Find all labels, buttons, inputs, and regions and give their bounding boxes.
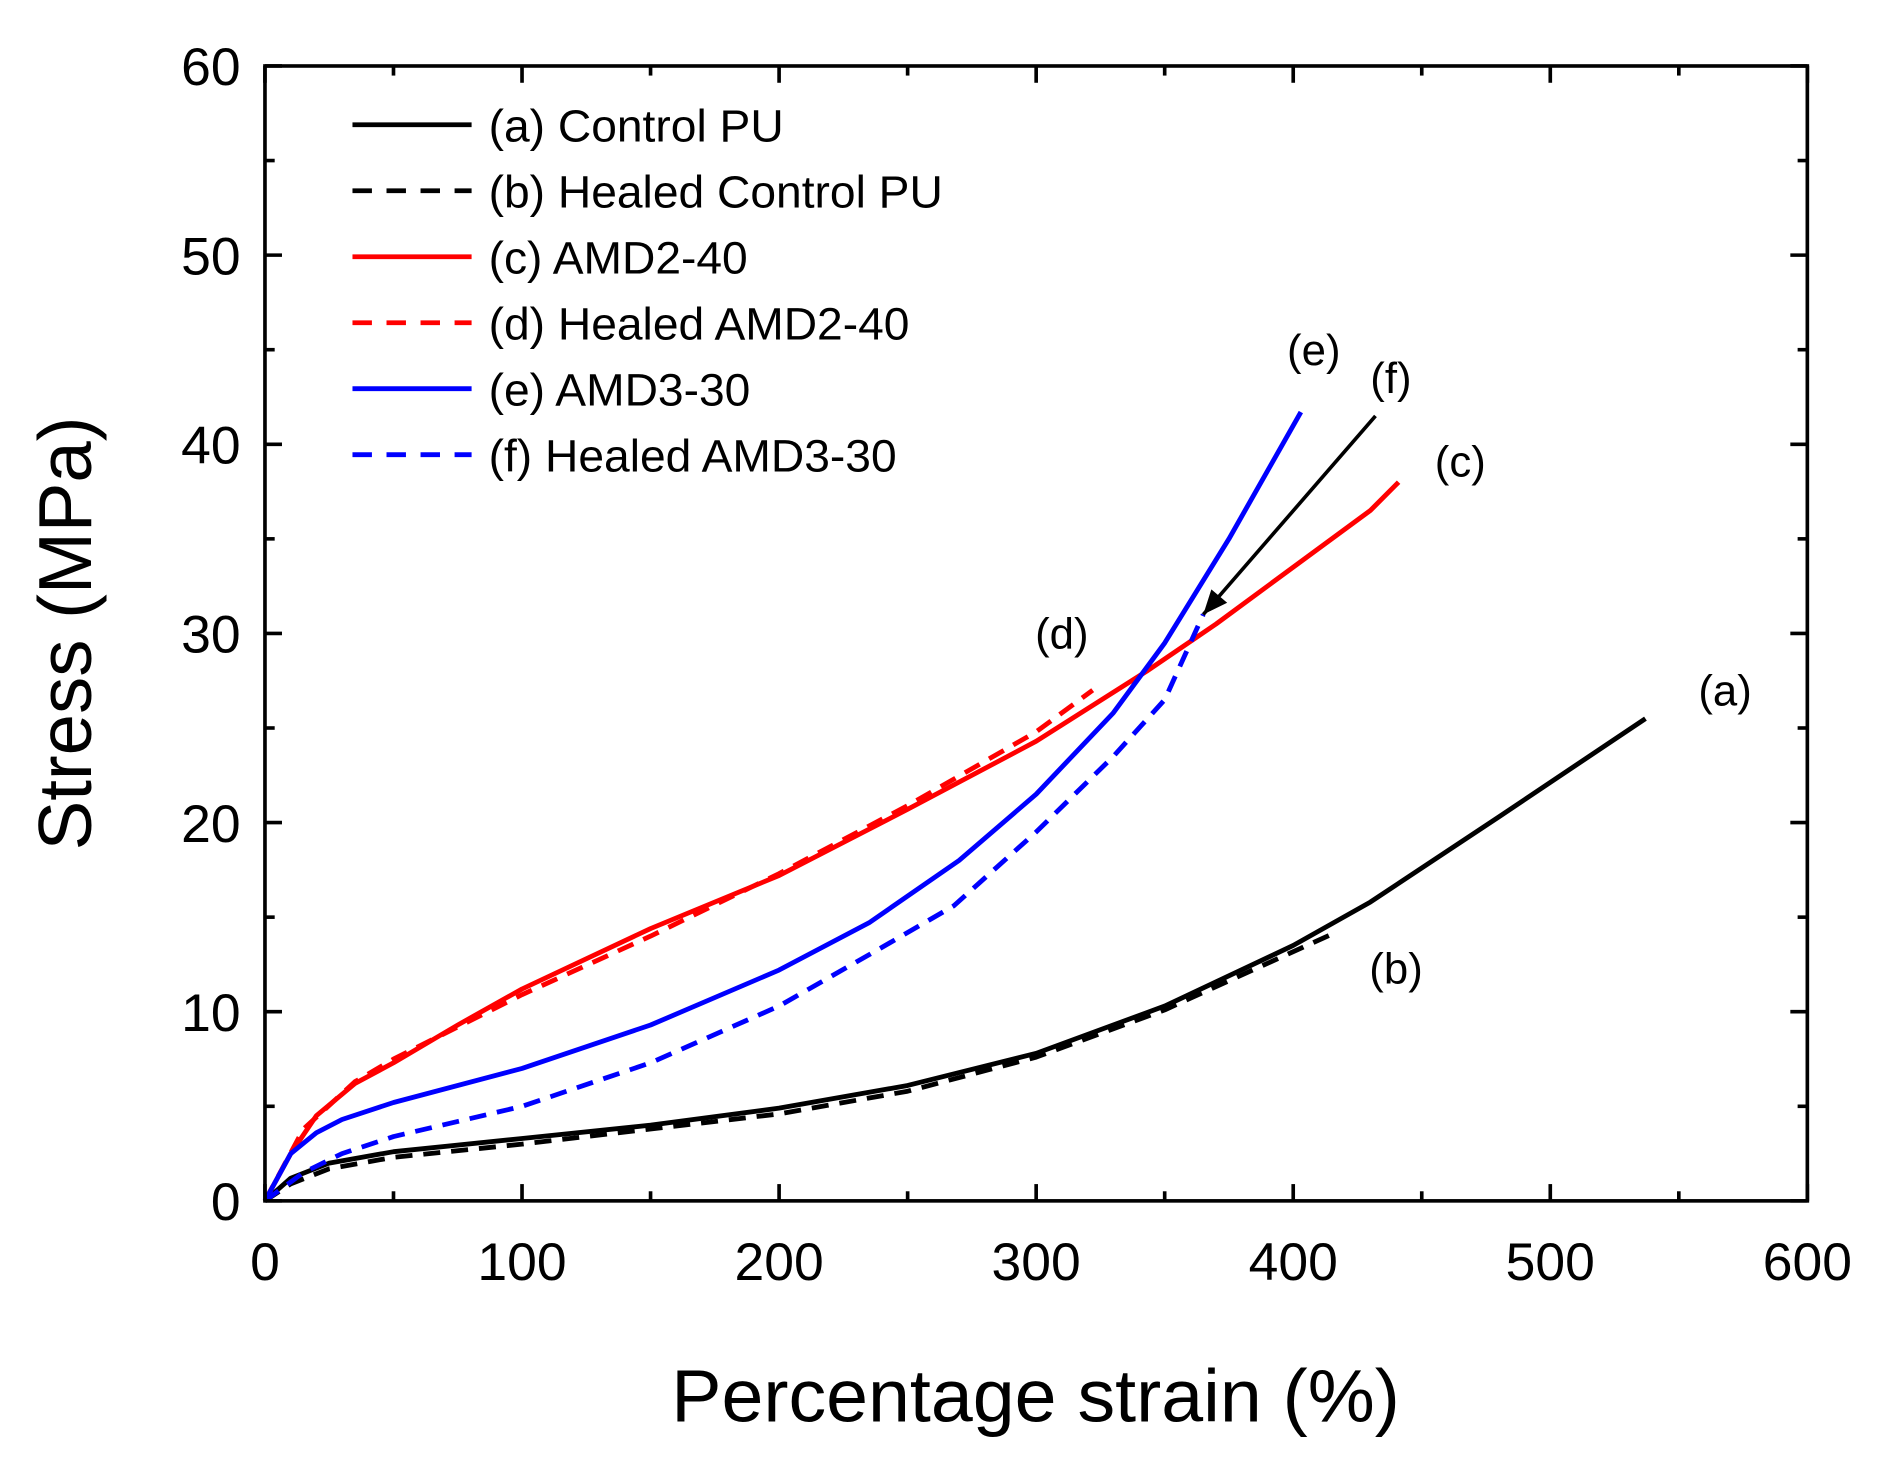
arrow-line: [1201, 414, 1377, 616]
x-tick-label: 100: [477, 1233, 566, 1292]
legend: (a) Control PU (b) Healed Control PU (c) A…: [352, 100, 943, 482]
x-tick-label: 300: [992, 1233, 1081, 1292]
y-tick-label: 30: [181, 606, 240, 665]
x-tick-label: 500: [1506, 1233, 1595, 1292]
x-axis-title: Percentage strain (%): [671, 1354, 1400, 1437]
legend-label: (c) AMD2-40: [489, 232, 748, 284]
series-line-b: [263, 932, 1333, 1203]
x-tick-label: 200: [734, 1233, 823, 1292]
series-line-d: [262, 688, 1095, 1202]
curve-label: (b): [1369, 946, 1422, 994]
legend-label: (a) Control PU: [489, 100, 784, 152]
curve-label: (d): [1035, 611, 1088, 659]
curve-label: (a): [1698, 668, 1751, 716]
arrow-head: [1203, 589, 1228, 615]
series-line-e: [262, 410, 1303, 1203]
series-line-f: [263, 613, 1206, 1203]
legend-label: (b) Healed Control PU: [489, 166, 943, 218]
legend-label: (e) AMD3-30: [489, 364, 751, 416]
y-tick-label: 60: [181, 38, 240, 97]
x-tick-label: 0: [250, 1233, 280, 1292]
legend-label: (f) Healed AMD3-30: [489, 430, 897, 482]
x-tick-label: 400: [1249, 1233, 1338, 1292]
curve-label: (c): [1435, 439, 1486, 487]
y-tick-label: 40: [181, 417, 240, 476]
curve-label: (f): [1370, 355, 1411, 403]
y-tick-label: 50: [181, 228, 240, 287]
y-tick-label: 0: [211, 1173, 241, 1232]
curve-label: (e): [1287, 327, 1340, 375]
legend-label: (d) Healed AMD2-40: [489, 298, 910, 350]
y-axis-title: Stress (MPa): [23, 416, 108, 850]
y-tick-label: 20: [181, 795, 240, 854]
series-line-a: [263, 716, 1647, 1203]
x-tick-label: 600: [1763, 1233, 1852, 1292]
y-tick-label: 10: [181, 984, 240, 1043]
